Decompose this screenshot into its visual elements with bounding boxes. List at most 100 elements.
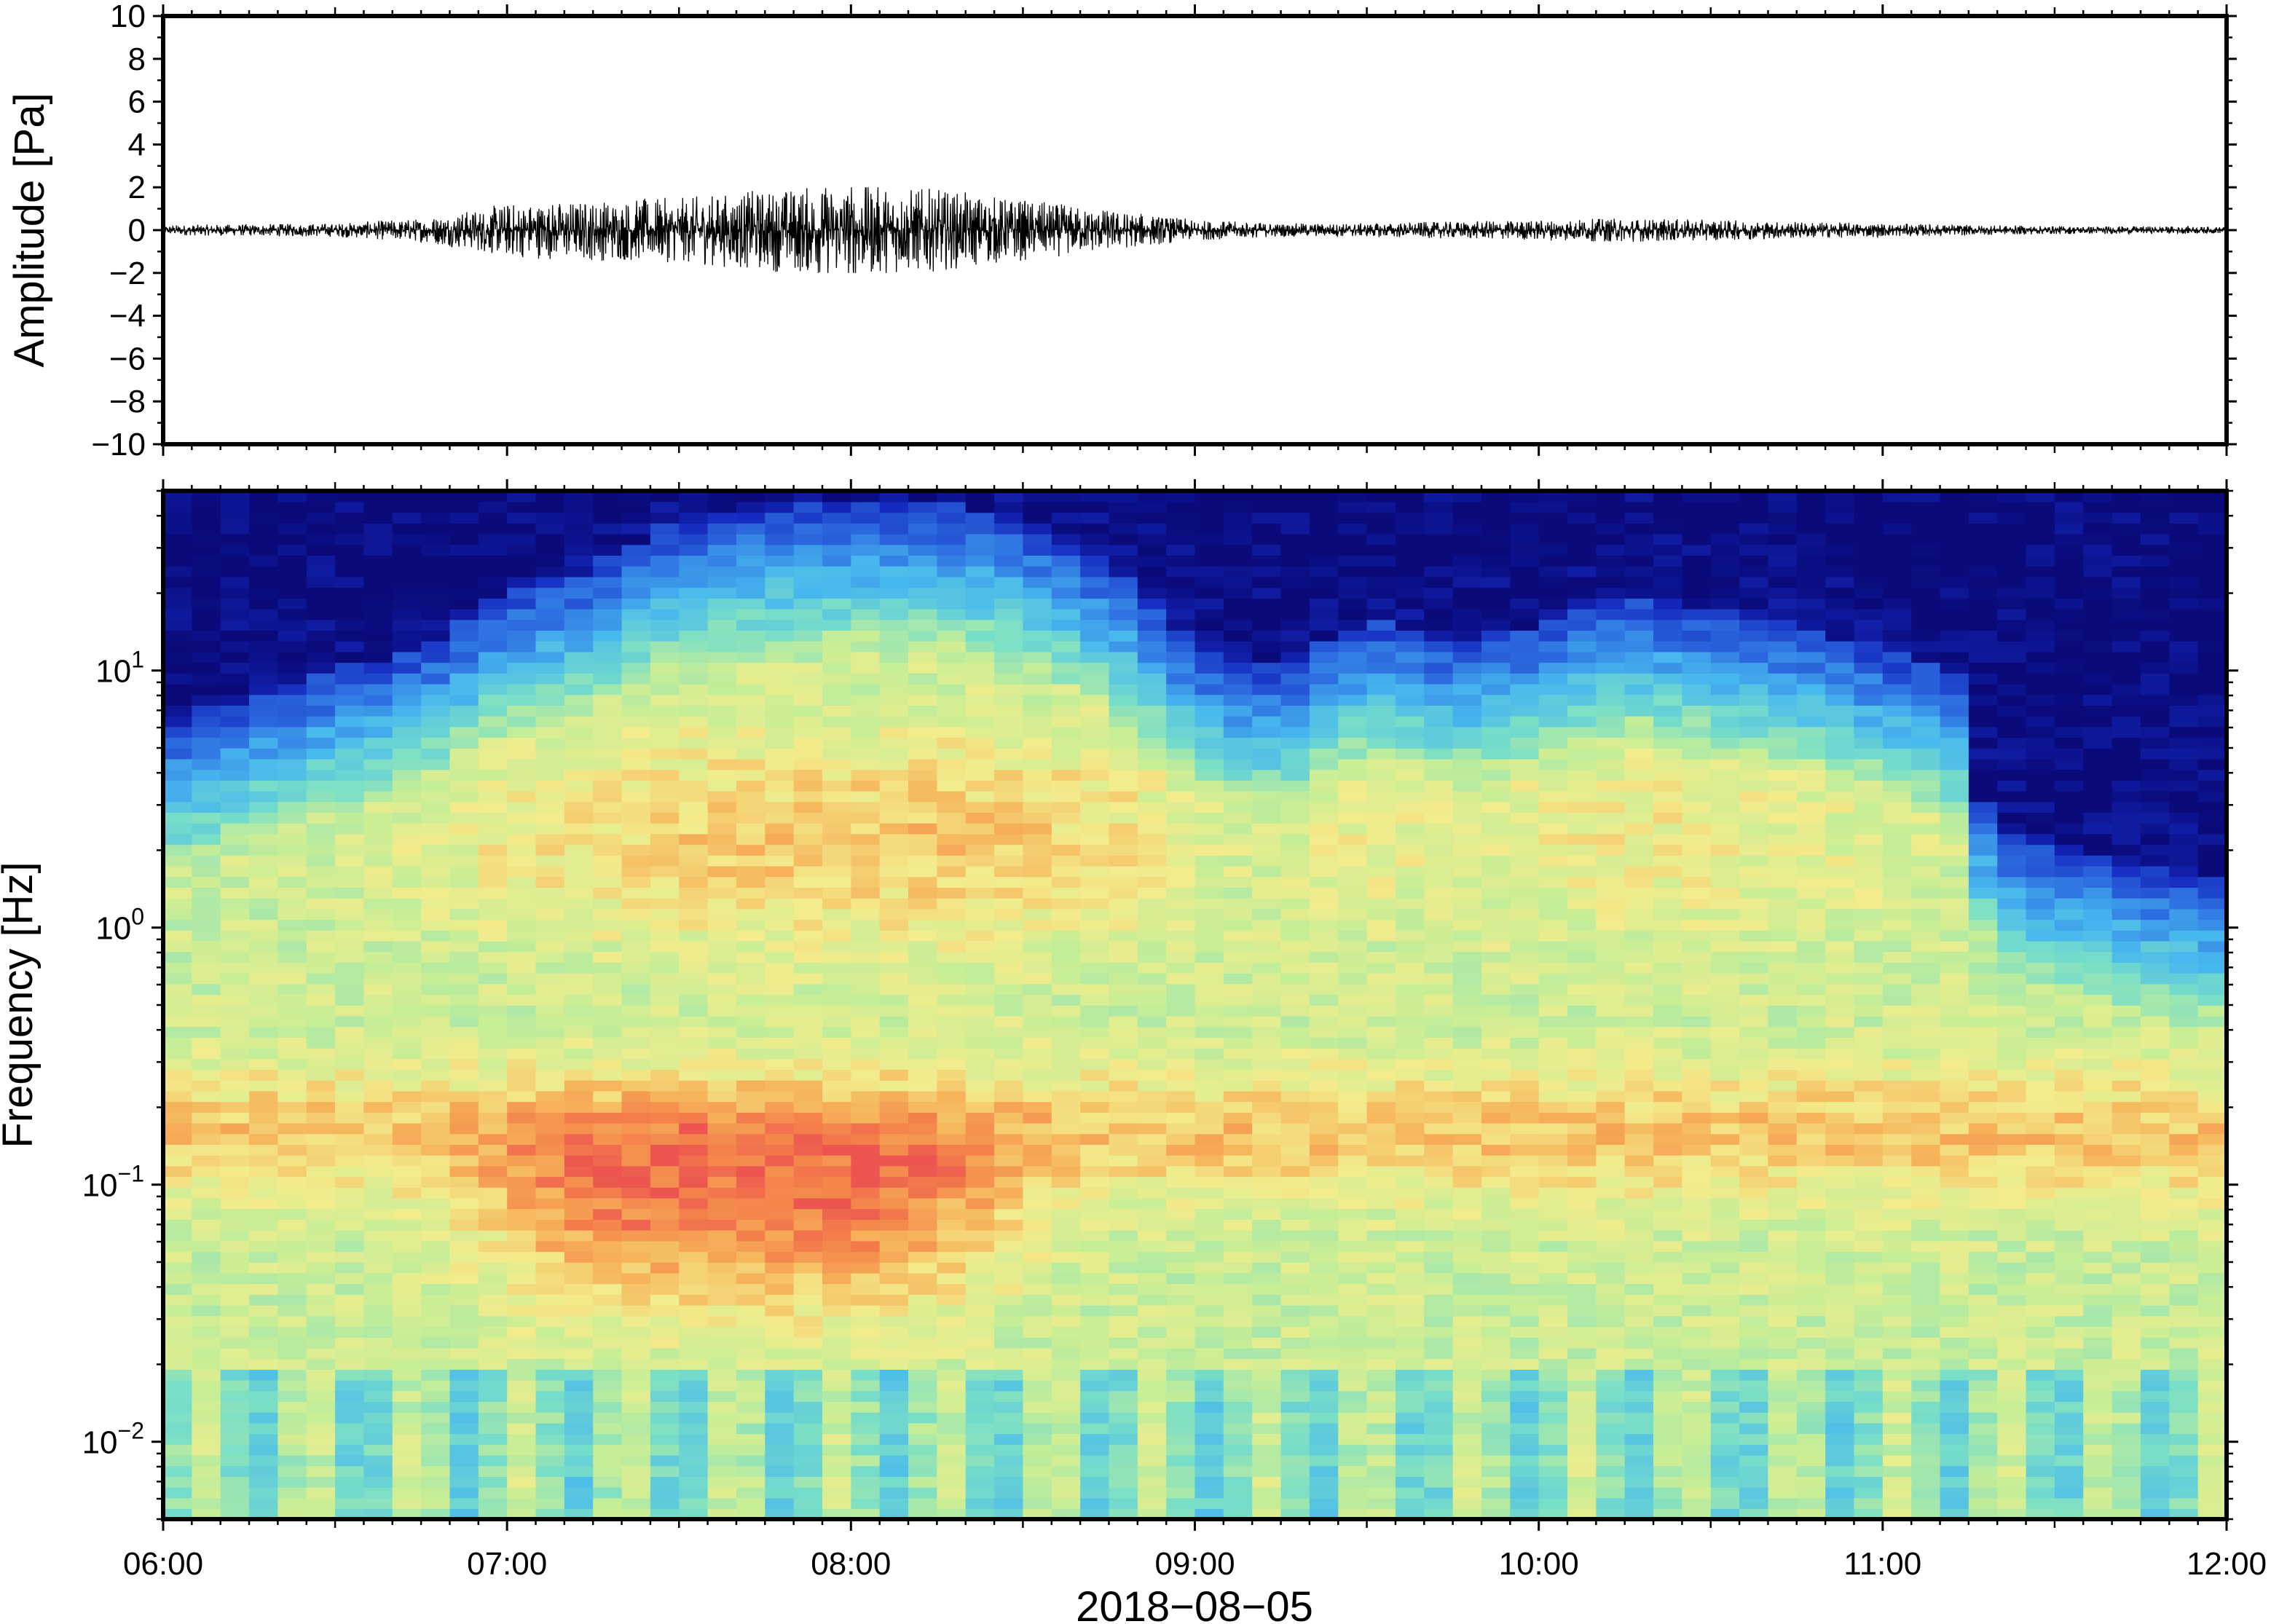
spectrogram-cell (449, 1133, 479, 1146)
spectrogram-cell (1223, 1294, 1253, 1306)
spectrogram-cell (535, 662, 565, 674)
spectrogram-cell (1109, 501, 1138, 513)
spectrogram-cell (421, 1315, 451, 1328)
spectrogram-cell (421, 1026, 451, 1038)
spectrogram-cell (707, 758, 737, 770)
spectrogram-cell (1481, 683, 1511, 695)
spectrogram-cell (621, 1454, 651, 1467)
spectrogram-cell (478, 1165, 508, 1178)
spectrogram-cell (621, 1422, 651, 1435)
spectrogram-cell (994, 640, 1024, 653)
spectrogram-cell (1538, 1154, 1568, 1167)
spectrogram-cell (879, 1336, 909, 1349)
spectrogram-cell (507, 1101, 537, 1113)
spectrogram-cell (1280, 1144, 1310, 1156)
spectrogram-cell (220, 1304, 250, 1317)
spectrogram-cell (1338, 1304, 1368, 1317)
spectrogram-cell (879, 673, 909, 685)
spectrogram-cell (449, 1015, 479, 1028)
spectrogram-cell (765, 1240, 795, 1253)
spectrogram-cell (1109, 662, 1138, 674)
spectrogram-cell (1223, 576, 1253, 588)
spectrogram-cell (851, 1379, 881, 1392)
spectrogram-cell (1280, 1422, 1310, 1435)
spectrogram-cell (249, 1240, 279, 1253)
spectrogram-cell (335, 1079, 365, 1092)
spectrogram-cell (1366, 726, 1396, 738)
spectrogram-cell (507, 1122, 537, 1135)
spectrogram-cell (220, 1444, 250, 1456)
spectrogram-cell (879, 1283, 909, 1295)
spectrogram-cell (1538, 1283, 1568, 1295)
spectrogram-cell (736, 962, 766, 974)
spectrogram-cell (564, 951, 594, 963)
spectrogram-cell (220, 1476, 250, 1488)
spectrogram-cell (908, 512, 938, 524)
spectrogram-cell (363, 737, 393, 749)
spectrogram-cell (621, 822, 651, 835)
spectrogram-cell (1051, 1326, 1081, 1338)
spectrogram-cell (1051, 1133, 1081, 1146)
spectrogram-cell (1051, 1369, 1081, 1381)
spectrogram-cell (679, 994, 709, 1006)
spectrogram-cell (736, 1315, 766, 1328)
spectrogram-cell (220, 748, 250, 760)
spectrogram-cell (249, 1379, 279, 1392)
spectrogram-cell (306, 1015, 336, 1028)
spectrogram-cell (1338, 1069, 1368, 1081)
spectrogram-cell (965, 865, 995, 878)
spectrogram-cell (879, 790, 909, 803)
spectrogram-cell (1452, 1508, 1482, 1519)
spectrogram-cell (421, 576, 451, 588)
spectrogram-cell (1023, 812, 1052, 824)
spectrogram-cell (163, 1401, 193, 1413)
spectrogram-cell (1424, 1101, 1454, 1113)
spectrogram-cell (392, 587, 422, 599)
spectrogram-cell (621, 930, 651, 942)
spectrogram-cell (335, 1347, 365, 1360)
spectrogram-cell (765, 1508, 795, 1519)
spectrogram-cell (1567, 1262, 1597, 1274)
spectrogram-cell (1538, 1358, 1568, 1370)
spectrogram-cell (163, 715, 193, 728)
spectrogram-cell (306, 1187, 336, 1199)
spectrogram-cell (1023, 1358, 1052, 1370)
spectrogram-cell (363, 1090, 393, 1103)
spectrogram-cell (851, 1133, 881, 1146)
spectrogram-cell (707, 1476, 737, 1488)
spectrogram-cell (1366, 1144, 1396, 1156)
spectrogram-cell (1137, 544, 1167, 556)
spectrogram-cell (1510, 748, 1540, 760)
spectrogram-cell (1023, 555, 1052, 567)
spectrogram-cell (1166, 1411, 1196, 1424)
spectrogram-cell (822, 619, 852, 631)
spectrogram-cell (363, 919, 393, 931)
spectrogram-cell (335, 1122, 365, 1135)
spectrogram-cell (1424, 726, 1454, 738)
spectrogram-cell (421, 972, 451, 985)
spectrogram-cell (908, 1476, 938, 1488)
spectrogram-cell (1338, 844, 1368, 856)
spectrogram-cell (822, 1411, 852, 1424)
spectrogram-cell (793, 1401, 823, 1413)
spectrogram-cell (363, 565, 393, 578)
spectrogram-cell (1223, 619, 1253, 631)
spectrogram-cell (650, 919, 680, 931)
spectrogram-cell (1137, 1476, 1167, 1488)
spectrogram-cell (1252, 1197, 1282, 1210)
spectrogram-cell (822, 951, 852, 963)
spectrogram-cell (1280, 1251, 1310, 1263)
spectrogram-cell (1109, 1422, 1138, 1435)
spectrogram-cell (908, 930, 938, 942)
spectrogram-cell (908, 1058, 938, 1071)
spectrogram-cell (335, 855, 365, 867)
spectrogram-cell (1510, 1497, 1540, 1510)
spectrogram-cell (736, 1326, 766, 1338)
spectrogram-cell (1080, 1229, 1110, 1242)
spectrogram-cell (220, 640, 250, 653)
spectrogram-cell (392, 705, 422, 717)
spectrogram-cell (1194, 1379, 1224, 1392)
spectrogram-cell (1023, 619, 1052, 631)
spectrogram-cell (564, 1251, 594, 1263)
spectrogram-cell (650, 833, 680, 845)
